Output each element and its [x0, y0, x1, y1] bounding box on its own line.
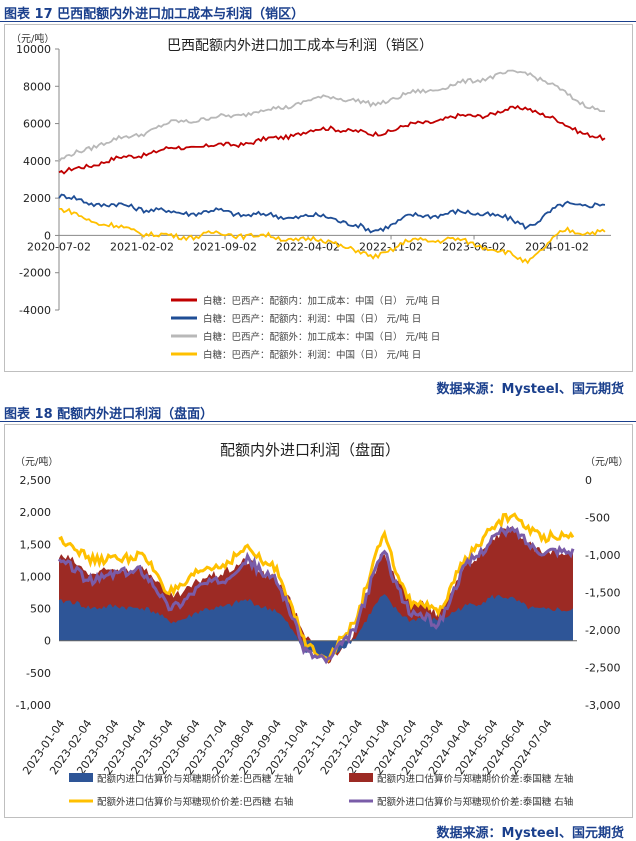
- figure-18-caption: 图表 18 配额内外进口利润（盘面）: [4, 407, 214, 422]
- chart2-ytick-left-label: 0: [44, 635, 51, 648]
- chart2-ytick-right-label: -500: [585, 512, 610, 525]
- chart1-series-line-4: [59, 207, 606, 265]
- chart1-xtick-label: 2020-07-02: [27, 240, 91, 253]
- chart-futures-profit: 配额内外进口利润（盘面） （元/吨） （元/吨） -1,000 -500 0 500 1,00…: [15, 441, 628, 808]
- chart1-ytick-label: 2000: [23, 192, 51, 205]
- chart2-series-line-4: [57, 525, 575, 665]
- chart1-series-line-2: [58, 193, 606, 234]
- figure-18-rule: [0, 421, 636, 422]
- chart1-ytick-label: -2000: [19, 267, 51, 280]
- chart2-ytick-right-label: -2,000: [585, 624, 620, 637]
- chart2-title: 配额内外进口利润（盘面）: [220, 441, 400, 459]
- chart1-title: 巴西配额内外进口加工成本与利润（销区）: [167, 38, 433, 54]
- chart2-ytick-left-label: -500: [26, 667, 51, 680]
- chart2-ylabel-right: （元/吨）: [585, 455, 628, 468]
- chart2-ytick-right-label: -3,000: [585, 699, 620, 712]
- chart1-legend-label-1: 白糖：巴西产：配额内：加工成本：中国（日） 元/吨 日: [203, 295, 440, 307]
- chart2-ytick-left-label: 1,500: [20, 538, 52, 551]
- chart2-legend-label-1: 配额内进口估算价与郑糖期价价差:巴西糖 左轴: [97, 773, 293, 785]
- chart1-ytick-label: 4000: [23, 155, 51, 168]
- chart2-ytick-right-label: -2,500: [585, 662, 620, 675]
- chart1-ylabel: （元/吨）: [11, 32, 54, 45]
- chart1-ytick-label: -4000: [19, 304, 51, 317]
- chart1-xtick-label: 2024-01-02: [525, 240, 589, 253]
- chart1-series-line-1: [58, 104, 606, 175]
- chart-sales-cost-profit: 巴西配额内外进口加工成本与利润（销区） （元/吨） -4000 -2000 0 2000 4…: [11, 32, 611, 361]
- chart1-ytick-label: 0: [44, 229, 51, 242]
- chart2-area-1: [59, 594, 573, 659]
- chart2-ytick-left-label: -1,000: [16, 699, 51, 712]
- figure-17-rule: [0, 21, 636, 22]
- figure-17-source: 数据来源：Mysteel、国元期货: [436, 382, 624, 397]
- chart1-series-line-3: [58, 69, 606, 162]
- chart2-legend-label-4: 配额外进口估算价与郑糖现价价差:泰国糖 右轴: [377, 796, 573, 808]
- chart2-series-line-3: [58, 512, 575, 663]
- figure-17-panel: 巴西配额内外进口加工成本与利润（销区） （元/吨） -4000 -2000 0 2000 4…: [4, 24, 633, 372]
- figure-18-source: 数据来源：Mysteel、国元期货: [436, 826, 624, 841]
- chart2-legend-swatch-1: [69, 773, 93, 782]
- chart2-legend-swatch-2: [349, 773, 373, 782]
- chart1-ytick-label: 10000: [16, 43, 51, 56]
- chart2-legend-label-3: 配额外进口估算价与郑糖现价价差:巴西糖 右轴: [97, 796, 293, 808]
- chart2-ytick-left-label: 500: [30, 603, 51, 616]
- chart2-ytick-right-label: 0: [585, 474, 592, 487]
- chart2-ytick-left-label: 2,500: [20, 474, 52, 487]
- chart1-xtick-label: 2022-04-02: [276, 240, 340, 253]
- chart1-legend-label-2: 白糖：巴西产：配额内：利润：中国（日） 元/吨 日: [203, 313, 421, 325]
- chart2-ytick-left-label: 2,000: [20, 506, 52, 519]
- chart2-ytick-right-label: -1,000: [585, 549, 620, 562]
- chart1-ytick-label: 6000: [23, 118, 51, 131]
- chart2-legend-label-2: 配额内进口估算价与郑糖期价价差:泰国糖 左轴: [377, 773, 573, 785]
- chart1-legend-label-4: 白糖：巴西产：配额外：利润：中国（日） 元/吨 日: [203, 349, 421, 361]
- chart2-ylabel-left: （元/吨）: [15, 455, 58, 468]
- figure-17-caption: 图表 17 巴西配额内外进口加工成本与利润（销区）: [4, 7, 305, 22]
- chart1-xtick-label: 2021-02-02: [110, 240, 174, 253]
- chart2-ytick-right-label: -1,500: [585, 587, 620, 600]
- chart1-legend-label-3: 白糖：巴西产：配额外：加工成本：中国（日） 元/吨 日: [203, 331, 440, 343]
- chart2-ytick-left-label: 1,000: [20, 570, 52, 583]
- figure-18-panel: 配额内外进口利润（盘面） （元/吨） （元/吨） -1,000 -500 0 500 1,00…: [4, 424, 633, 818]
- chart1-xtick-label: 2021-09-02: [193, 240, 257, 253]
- chart1-xtick-label: 2022-11-02: [359, 240, 423, 253]
- chart1-ytick-label: 8000: [23, 80, 51, 93]
